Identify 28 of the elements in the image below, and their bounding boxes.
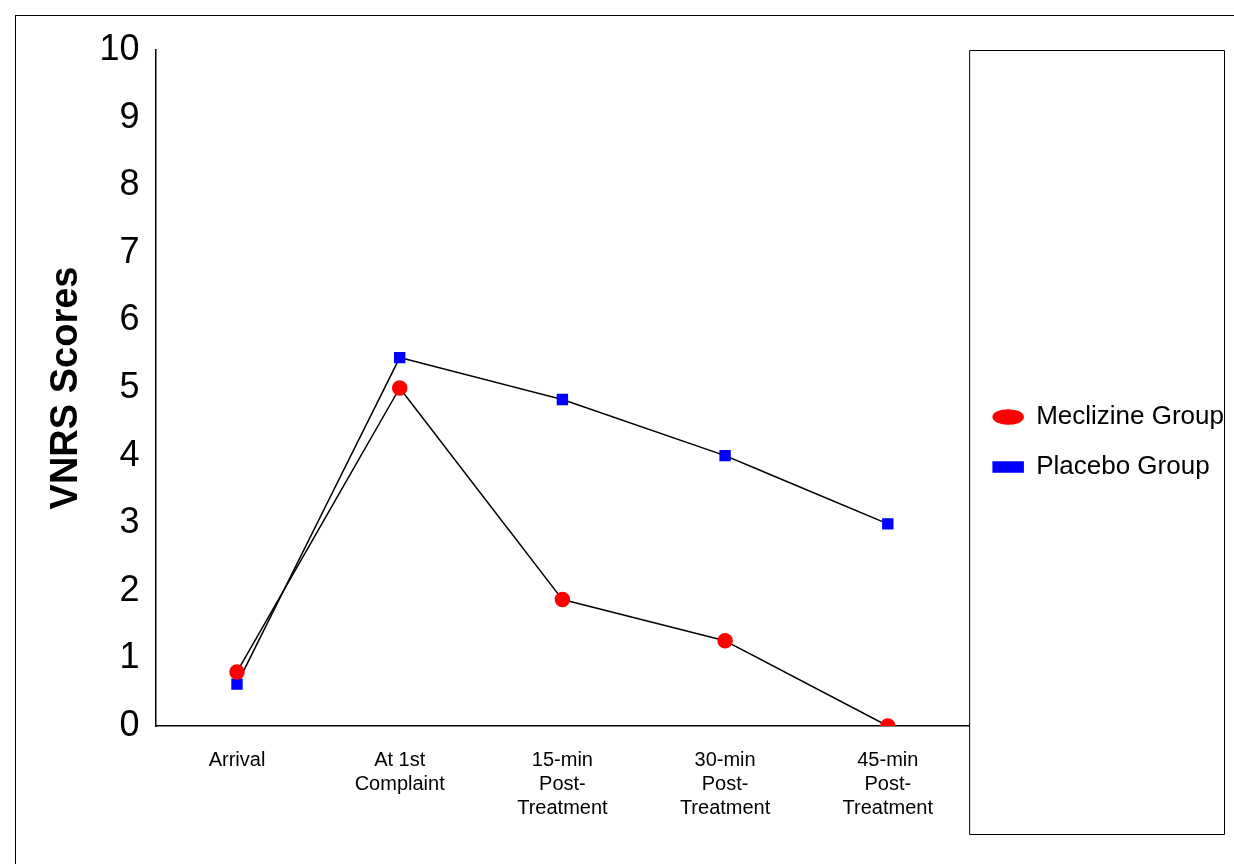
y-tick-label: 7 [119,229,140,271]
y-tick-label: 6 [119,297,140,339]
y-tick-label: 10 [99,26,140,68]
y-tick-label: 8 [119,162,140,204]
x-tick-label: 30-min Post-Treatment [679,747,771,818]
point [717,633,733,649]
point [394,351,406,364]
legend-label: Meclizine Group [1036,400,1225,431]
y-tick-label: 5 [119,364,140,406]
point [719,449,731,462]
point [554,591,571,608]
y-tick-label: 1 [119,635,140,677]
point [391,380,408,396]
x-tick-label: Arrival [208,747,266,770]
y-tick-label: 3 [119,500,140,542]
x-tick-label: 15-min Post-Treatment [517,747,609,818]
point [231,678,243,690]
x-tick-label: 45-min Post-Treatment [842,747,934,818]
y-tick-label: 0 [119,702,140,744]
y-tick-label: 9 [119,94,140,136]
point [882,518,894,530]
y-axis-title: VNRS Scores [43,266,86,510]
y-tick-label: 4 [119,432,140,474]
legend-label: Placebo Group [1036,450,1210,481]
point [229,664,245,680]
x-tick-label: At 1st Complaint [354,747,446,794]
point [556,393,569,406]
y-tick-label: 2 [119,567,140,609]
